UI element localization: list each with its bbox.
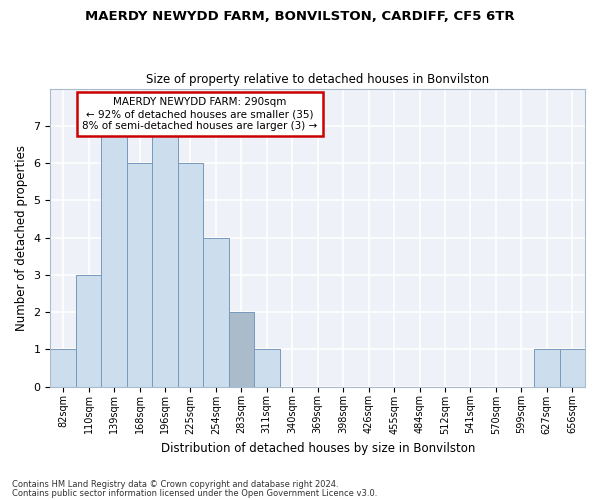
Bar: [229, 312, 254, 386]
Bar: [203, 238, 229, 386]
Text: MAERDY NEWYDD FARM, BONVILSTON, CARDIFF, CF5 6TR: MAERDY NEWYDD FARM, BONVILSTON, CARDIFF,…: [85, 10, 515, 23]
Bar: [152, 126, 178, 386]
Text: Contains HM Land Registry data © Crown copyright and database right 2024.: Contains HM Land Registry data © Crown c…: [12, 480, 338, 489]
X-axis label: Distribution of detached houses by size in Bonvilston: Distribution of detached houses by size …: [161, 442, 475, 455]
Bar: [76, 275, 101, 386]
Bar: [101, 126, 127, 386]
Bar: [560, 350, 585, 387]
Y-axis label: Number of detached properties: Number of detached properties: [15, 144, 28, 330]
Bar: [127, 163, 152, 386]
Bar: [254, 350, 280, 387]
Bar: [534, 350, 560, 387]
Text: MAERDY NEWYDD FARM: 290sqm
← 92% of detached houses are smaller (35)
8% of semi-: MAERDY NEWYDD FARM: 290sqm ← 92% of deta…: [82, 98, 318, 130]
Title: Size of property relative to detached houses in Bonvilston: Size of property relative to detached ho…: [146, 73, 489, 86]
Bar: [178, 163, 203, 386]
Bar: [50, 350, 76, 387]
Text: Contains public sector information licensed under the Open Government Licence v3: Contains public sector information licen…: [12, 488, 377, 498]
